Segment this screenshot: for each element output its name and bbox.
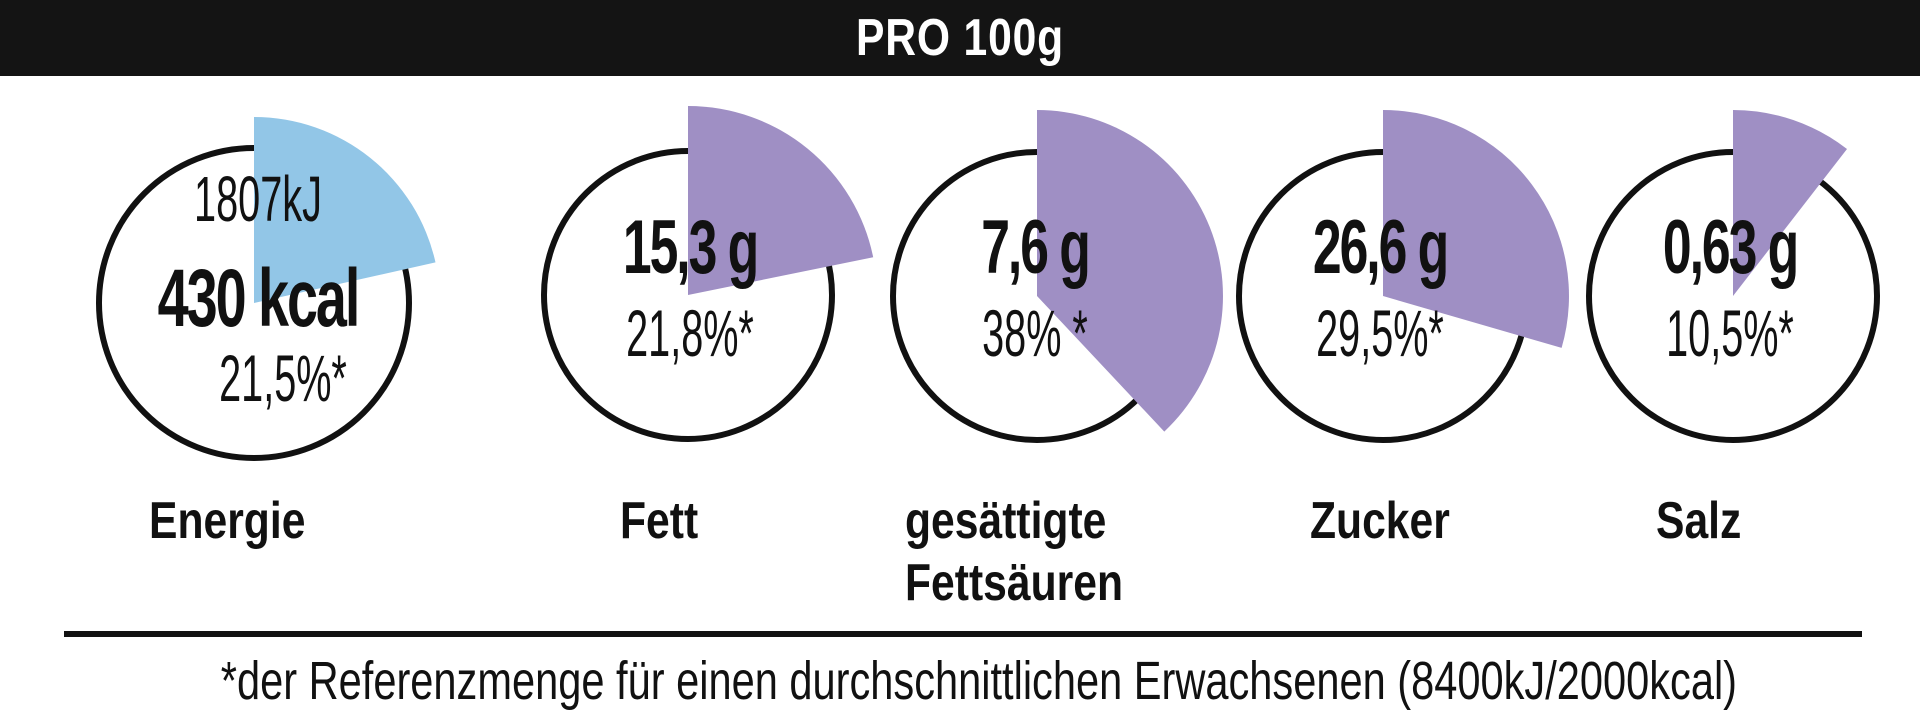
- nutrient-salz: 0,63 g 10,5%*: [1580, 100, 1900, 443]
- nutrient-gesaettigte-fettsaeuren: 7,6 g 38% *: [885, 100, 1223, 443]
- gesaettigte-percent: 38% *: [982, 296, 1088, 370]
- nutrient-energy: 1807kJ 430 kcal 21,5%*: [68, 100, 448, 500]
- zucker-wedge: [1383, 110, 1569, 348]
- salz-wedge: [1733, 110, 1847, 296]
- label-salz: Salz: [1656, 492, 1742, 550]
- salz-ring-chart: [1586, 110, 1880, 443]
- fett-wedge: [688, 106, 874, 295]
- label-gesaettigte-line-2: Fettsäuren: [905, 554, 1123, 612]
- zucker-percent: 29,5%*: [1316, 296, 1444, 370]
- energy-percent: 21,5%*: [219, 341, 347, 415]
- label-energie: Energie: [149, 492, 306, 550]
- zucker-amount: 26,6 g: [1312, 205, 1449, 290]
- divider-line: [64, 631, 1862, 637]
- energy-kcal-value: 430 kcal: [157, 253, 361, 344]
- header-bar: PRO 100g: [0, 0, 1920, 76]
- nutrient-fett: 15,3 g 21,8%*: [540, 100, 874, 442]
- footnote: *der Referenzmenge für einen durchschnit…: [220, 651, 1738, 711]
- gesaettigte-amount: 7,6 g: [981, 205, 1091, 290]
- fett-ring-chart: [541, 106, 874, 442]
- gesaettigte-ring-chart: [890, 110, 1223, 443]
- label-gesaettigte-line-1: gesättigte: [905, 492, 1107, 550]
- label-gesaettigte-fettsaeuren: gesättigte Fettsäuren: [905, 490, 1123, 614]
- header-title: PRO 100g: [856, 9, 1064, 67]
- fett-percent: 21,8%*: [626, 296, 754, 370]
- salz-percent: 10,5%*: [1666, 296, 1794, 370]
- label-zucker: Zucker: [1310, 492, 1450, 550]
- label-fett: Fett: [620, 492, 699, 550]
- fett-amount: 15,3 g: [622, 205, 759, 290]
- salz-amount: 0,63 g: [1662, 205, 1799, 290]
- energy-kj-value: 1807kJ: [194, 163, 322, 235]
- energy-wedge: [254, 117, 436, 303]
- nutrient-zucker: 26,6 g 29,5%*: [1230, 100, 1569, 443]
- gesaettigte-wedge: [1037, 110, 1223, 432]
- zucker-ring-chart: [1236, 110, 1569, 443]
- energy-ring-chart: [96, 117, 436, 461]
